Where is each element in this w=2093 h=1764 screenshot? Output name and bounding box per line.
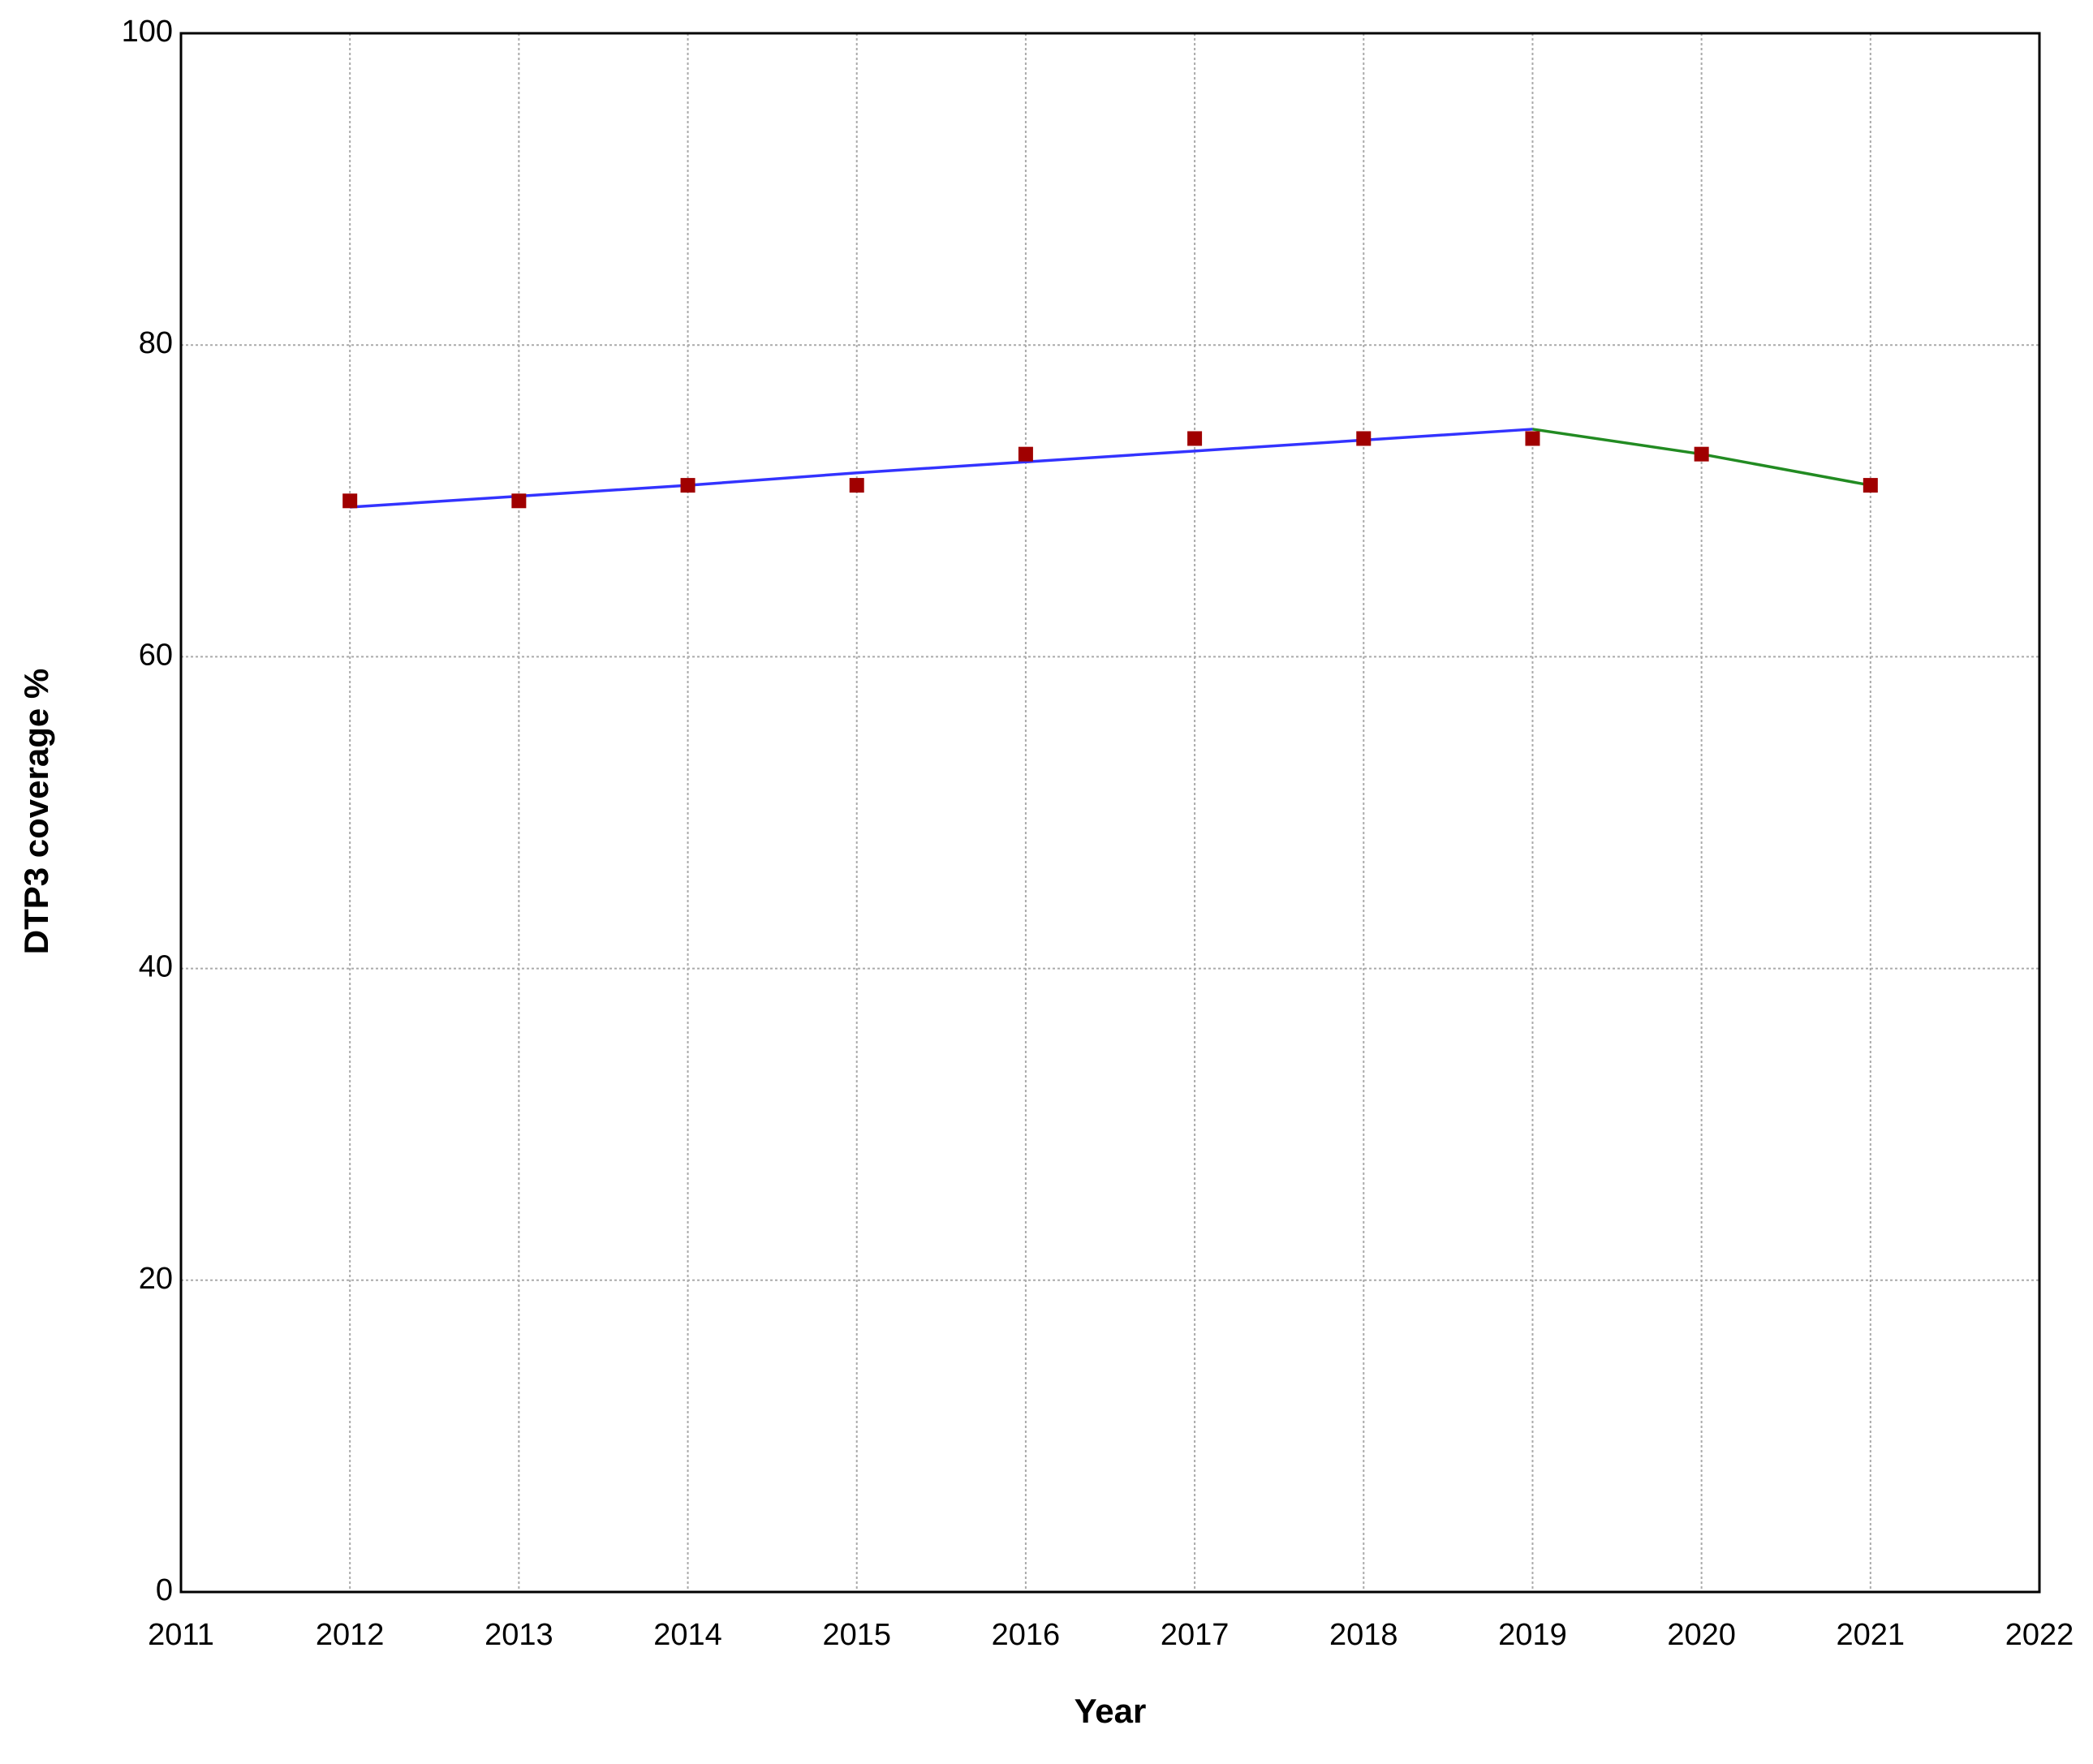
- marker: [680, 478, 696, 493]
- x-tick-label: 2018: [1329, 1618, 1398, 1652]
- marker: [1018, 446, 1033, 462]
- plot-frame: [179, 32, 2041, 1594]
- y-tick-label: 40: [139, 950, 173, 984]
- marker: [1356, 431, 1372, 446]
- x-tick-label: 2017: [1161, 1618, 1230, 1652]
- x-tick-label: 2011: [148, 1618, 214, 1652]
- x-tick-label: 2019: [1498, 1618, 1567, 1652]
- marker: [1694, 446, 1709, 462]
- x-tick-label: 2016: [992, 1618, 1061, 1652]
- x-tick-label: 2020: [1667, 1618, 1736, 1652]
- x-tick-label: 2022: [2005, 1618, 2074, 1652]
- marker: [511, 493, 527, 509]
- marker: [1525, 431, 1540, 446]
- y-tick-label: 60: [139, 638, 173, 672]
- y-tick-label: 100: [122, 15, 173, 49]
- marker: [342, 493, 358, 509]
- x-tick-label: 2014: [653, 1618, 722, 1652]
- y-tick-label: 0: [156, 1573, 173, 1607]
- x-tick-label: 2021: [1837, 1618, 1906, 1652]
- x-tick-label: 2015: [822, 1618, 891, 1652]
- x-tick-label: 2013: [484, 1618, 553, 1652]
- y-axis-title: DTP3 coverage %: [17, 669, 55, 955]
- y-tick-label: 80: [139, 326, 173, 360]
- x-tick-label: 2012: [316, 1618, 385, 1652]
- line: [350, 428, 1533, 509]
- marker: [849, 478, 864, 493]
- marker: [1863, 478, 1878, 493]
- marker: [1187, 431, 1203, 446]
- x-axis-title: Year: [1074, 1692, 1147, 1730]
- y-tick-label: 20: [139, 1262, 173, 1296]
